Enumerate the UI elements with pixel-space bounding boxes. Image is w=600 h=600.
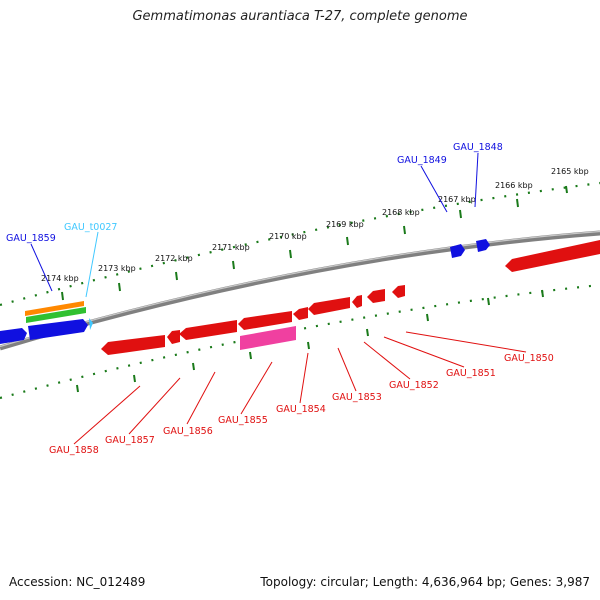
forward-gene-labels: GAU_1848 GAU_1849 GAU_1859 GAU_t0027 (6, 142, 503, 244)
label-gau-1855: GAU_1855 (218, 415, 268, 426)
gene-gau-1852 (352, 295, 362, 308)
label-gau-1854: GAU_1854 (276, 404, 326, 415)
gene-gau-1856 (179, 320, 237, 340)
trna-leader-line (85, 231, 99, 298)
label-gau-1852: GAU_1852 (389, 380, 439, 391)
gene-gau-1859-a (0, 328, 27, 344)
gene-gau-1848 (476, 239, 490, 252)
orange-feature (25, 301, 84, 316)
kbp-label-2172: 2172 kbp (155, 254, 193, 263)
kbp-label-2169: 2169 kbp (326, 220, 364, 229)
kbp-label-2168: 2168 kbp (382, 208, 420, 217)
gene-gau-1851b (392, 285, 405, 298)
kbp-label-2170: 2170 kbp (269, 232, 307, 241)
gene-gau-1851 (367, 289, 385, 303)
gene-gau-1849 (450, 244, 465, 258)
gene-gau-1857 (167, 330, 180, 344)
outer-major-ticks (61, 185, 568, 301)
kbp-label-2173: 2173 kbp (98, 264, 136, 273)
trna-gau-t0027 (89, 318, 93, 330)
genome-backbone (0, 230, 600, 351)
kbp-labels: 2165 kbp 2166 kbp 2167 kbp 2168 kbp 2169… (41, 167, 589, 283)
reverse-leader-lines (73, 331, 527, 445)
accession-text: Accession: NC_012489 (9, 575, 146, 589)
label-gau-1851: GAU_1851 (446, 368, 496, 379)
gene-gau-1858 (101, 335, 165, 355)
gene-gau-1853 (308, 297, 350, 315)
label-gau-t0027: GAU_t0027 (64, 222, 117, 233)
label-gau-1849: GAU_1849 (397, 155, 447, 166)
label-gau-1858: GAU_1858 (49, 445, 99, 456)
kbp-label-2165: 2165 kbp (551, 167, 589, 176)
label-gau-1848: GAU_1848 (453, 142, 503, 153)
reverse-strand-features[interactable] (101, 240, 600, 355)
gene-gau-1854 (293, 307, 308, 320)
reverse-gene-labels: GAU_1850 GAU_1851 GAU_1852 GAU_1853 GAU_… (49, 353, 554, 456)
genome-summary-text: Topology: circular; Length: 4,636,964 bp… (260, 575, 590, 589)
label-gau-1850: GAU_1850 (504, 353, 554, 364)
outer-tick-track (0, 181, 600, 307)
kbp-label-2167: 2167 kbp (438, 195, 476, 204)
label-gau-1856: GAU_1856 (163, 426, 213, 437)
inner-major-ticks (76, 289, 544, 393)
kbp-label-2166: 2166 kbp (495, 181, 533, 190)
green-feature (26, 307, 86, 323)
pink-feature-1855 (240, 326, 296, 350)
gene-gau-1855 (238, 311, 292, 330)
gene-gau-1850 (505, 240, 600, 272)
label-gau-1859: GAU_1859 (6, 233, 56, 244)
label-gau-1857: GAU_1857 (105, 435, 155, 446)
gene-gau-1859-b (28, 319, 88, 340)
kbp-label-2171: 2171 kbp (212, 243, 250, 252)
forward-leader-lines (30, 152, 479, 292)
genome-title: Gemmatimonas aurantiaca T-27, complete g… (132, 9, 468, 24)
label-gau-1853: GAU_1853 (332, 392, 382, 403)
inner-tick-track (0, 283, 600, 400)
kbp-label-2174: 2174 kbp (41, 274, 79, 283)
forward-strand-features[interactable] (0, 239, 490, 344)
